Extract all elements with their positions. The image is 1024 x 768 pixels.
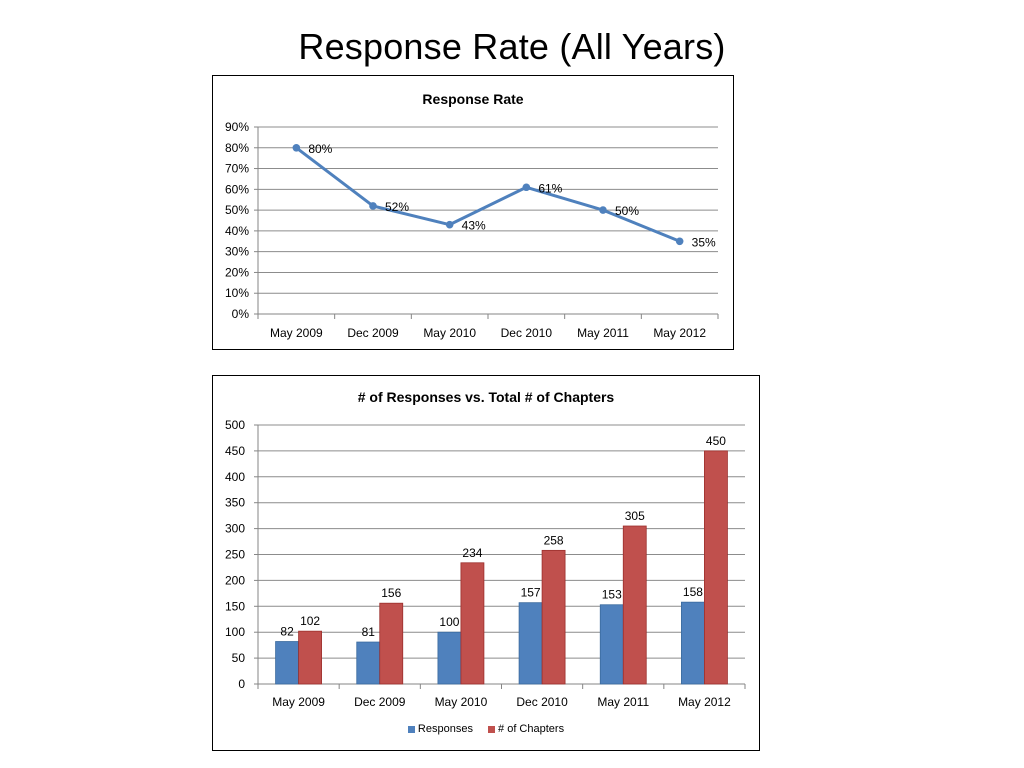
- y-tick-label: 300: [225, 522, 245, 536]
- bar: [356, 641, 381, 685]
- data-label: 258: [544, 533, 564, 547]
- data-point: [292, 143, 301, 152]
- responses-vs-chapters-plot: 0 50 100 150 200 250 300 350 400 450 500 May 2009 De…: [225, 418, 746, 709]
- data-label: 234: [462, 546, 482, 560]
- x-tick-label: Dec 2010: [501, 326, 553, 340]
- bar: [599, 604, 624, 685]
- y-tick-label: 150: [225, 599, 245, 613]
- y-tick-label: 80%: [225, 141, 249, 155]
- x-tick-label: May 2011: [597, 695, 649, 709]
- y-tick-label: 250: [225, 548, 245, 562]
- series-line: [295, 146, 681, 243]
- data-point: [369, 202, 377, 210]
- data-label: 52%: [385, 200, 409, 214]
- response-rate-chart: Response Rate 0% 10% 20% 30% 40% 50% 60% 70% 80%…: [212, 75, 734, 350]
- bar: [704, 450, 728, 685]
- data-label: 50%: [615, 204, 639, 218]
- data-point: [675, 237, 684, 246]
- data-label: 43%: [462, 219, 486, 233]
- data-label: 450: [706, 434, 726, 448]
- data-label: 305: [625, 509, 645, 523]
- bar: [379, 602, 404, 685]
- slide-title: Response Rate (All Years): [298, 26, 726, 67]
- bar: [681, 601, 705, 685]
- responses-vs-chapters-chart: # of Responses vs. Total # of Chapters 0…: [212, 375, 760, 751]
- data-point: [522, 183, 531, 192]
- data-label: 153: [602, 588, 622, 602]
- y-tick-label: 500: [225, 418, 245, 432]
- data-point: [599, 206, 607, 214]
- legend-item-responses: Responses: [407, 723, 473, 735]
- y-tick-label: 400: [225, 470, 245, 484]
- y-tick-label: 70%: [225, 162, 249, 176]
- bar: [460, 562, 485, 685]
- bar: [622, 525, 647, 685]
- y-tick-label: 40%: [225, 224, 249, 238]
- x-tick-label: Dec 2010: [516, 695, 568, 709]
- y-tick-label: 30%: [225, 245, 249, 259]
- x-tick-label: May 2009: [270, 326, 323, 340]
- x-tick-label: Dec 2009: [347, 326, 399, 340]
- legend-swatch: [488, 725, 496, 733]
- y-tick-label: 100: [225, 625, 245, 639]
- x-tick-label: May 2012: [653, 326, 706, 340]
- data-label: 156: [381, 586, 401, 600]
- y-tick-label: 50%: [225, 203, 249, 217]
- data-label: 82: [280, 625, 294, 639]
- x-tick-label: May 2010: [423, 326, 476, 340]
- bar: [298, 630, 322, 685]
- y-tick-label: 0: [238, 677, 245, 691]
- y-tick-label: 60%: [225, 182, 249, 196]
- bar: [275, 641, 299, 685]
- bar: [541, 549, 566, 685]
- legend-item-chapters: # of Chapters: [488, 723, 564, 735]
- data-label: 80%: [308, 142, 332, 156]
- y-tick-label: 10%: [225, 286, 249, 300]
- y-tick-label: 0%: [232, 307, 250, 321]
- x-tick-label: Dec 2009: [354, 695, 406, 709]
- data-label: 157: [521, 586, 541, 600]
- legend-swatch: [407, 725, 415, 733]
- data-label: 61%: [538, 181, 562, 195]
- bar: [518, 602, 543, 685]
- chart-title: Response Rate: [422, 91, 524, 107]
- y-tick-label: 200: [225, 573, 245, 587]
- legend-label: # of Chapters: [498, 723, 565, 735]
- y-tick-label: 90%: [225, 120, 249, 134]
- chart-title: # of Responses vs. Total # of Chapters: [357, 389, 615, 405]
- y-tick-label: 450: [225, 444, 245, 458]
- x-tick-label: May 2012: [678, 695, 731, 709]
- data-label: 158: [683, 585, 703, 599]
- x-tick-label: May 2010: [435, 695, 488, 709]
- chart-legend: Responses # of Chapters: [213, 723, 759, 736]
- response-rate-plot: 0% 10% 20% 30% 40% 50% 60% 70% 80% 90% May 2009 Dec…: [225, 120, 719, 340]
- data-label: 81: [362, 625, 376, 639]
- y-tick-label: 20%: [225, 265, 249, 279]
- y-tick-label: 50: [232, 651, 246, 665]
- legend-label: Responses: [417, 723, 473, 735]
- x-tick-label: May 2009: [272, 695, 325, 709]
- data-label: 35%: [692, 235, 716, 249]
- x-tick-label: May 2011: [577, 326, 629, 340]
- data-label: 100: [439, 615, 459, 629]
- bar: [437, 631, 462, 685]
- y-tick-label: 350: [225, 496, 245, 510]
- data-point: [445, 220, 454, 229]
- data-label: 102: [300, 614, 320, 628]
